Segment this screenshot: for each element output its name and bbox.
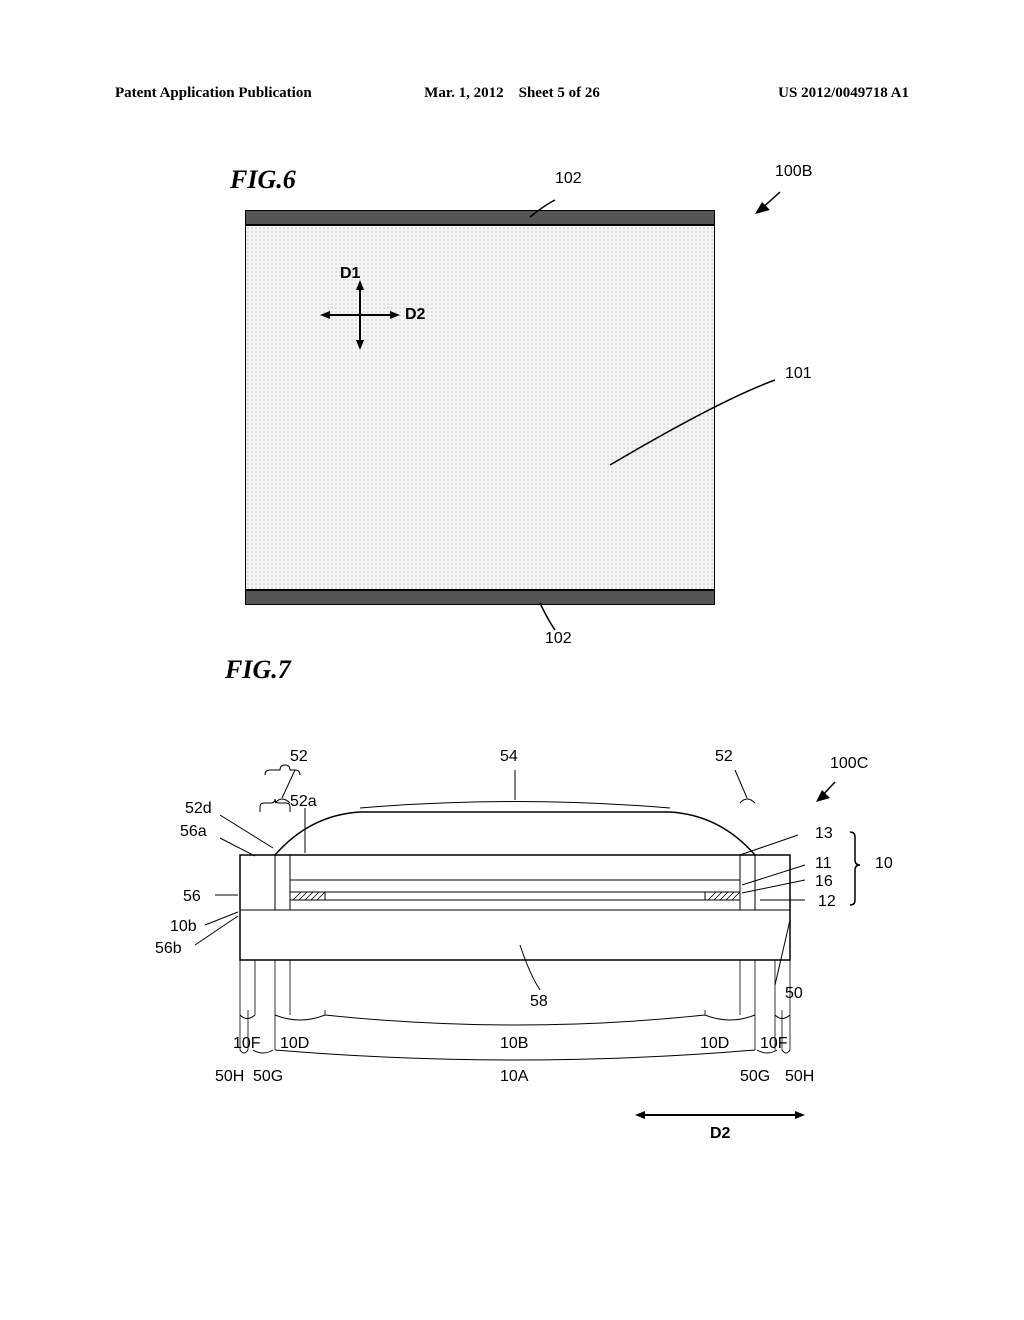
fig6-top-band: [245, 210, 715, 225]
fig7-ref-10f-right: 10F: [760, 1035, 788, 1053]
fig7-ref-56: 56: [183, 888, 201, 906]
fig6-ref-102-top: 102: [555, 170, 582, 188]
fig7-ref-10a: 10A: [500, 1068, 528, 1086]
fig7-ref-10: 10: [875, 855, 893, 873]
fig7-ref-50g-right: 50G: [740, 1068, 770, 1086]
fig6-diagram: D1 D2: [245, 210, 715, 605]
fig7-ref-100c: 100C: [830, 755, 868, 773]
fig6-ref-102-bottom: 102: [545, 630, 572, 648]
fig7-ref-54: 54: [500, 748, 518, 766]
fig6-d1-label: D1: [340, 265, 360, 283]
fig7-ref-52-left: 52: [290, 748, 308, 766]
header-sheet: Sheet 5 of 26: [519, 85, 600, 101]
fig6-d2-label: D2: [405, 306, 425, 324]
fig7-ref-52a: 52a: [290, 793, 317, 811]
fig7-ref-50: 50: [785, 985, 803, 1003]
header-patent-number: US 2012/0049718 A1: [644, 85, 909, 102]
fig7-ref-56b: 56b: [155, 940, 182, 958]
header-date: Mar. 1, 2012: [424, 85, 503, 101]
fig7-ref-10f-left: 10F: [233, 1035, 261, 1053]
header-publication: Patent Application Publication: [115, 85, 380, 102]
fig7-ref-11: 11: [815, 855, 832, 873]
header-center: Mar. 1, 2012 Sheet 5 of 26: [380, 85, 645, 102]
fig7-d2-label: D2: [710, 1125, 730, 1143]
fig7-ref-52-right: 52: [715, 748, 733, 766]
fig7-ref-10b: 10b: [170, 918, 197, 936]
fig7-ref-50h-right: 50H: [785, 1068, 814, 1086]
fig7-ref-10d-left: 10D: [280, 1035, 309, 1053]
fig7-ref-16: 16: [815, 873, 833, 891]
fig7-ref-58: 58: [530, 993, 548, 1011]
fig6-ref-100b: 100B: [775, 163, 812, 181]
fig7-ref-52d: 52d: [185, 800, 212, 818]
fig7-ref-10b-center: 10B: [500, 1035, 528, 1053]
fig7-ref-12: 12: [818, 893, 836, 911]
fig7-ref-56a: 56a: [180, 823, 207, 841]
fig6-label: FIG.6: [230, 165, 296, 195]
fig7-label: FIG.7: [225, 655, 291, 685]
fig6-bottom-band: [245, 590, 715, 605]
fig7-ref-10d-right: 10D: [700, 1035, 729, 1053]
fig7-ref-50h-left: 50H: [215, 1068, 244, 1086]
fig7-ref-50g-left: 50G: [253, 1068, 283, 1086]
fig7-ref-13: 13: [815, 825, 833, 843]
fig6-ref-101: 101: [785, 365, 812, 383]
